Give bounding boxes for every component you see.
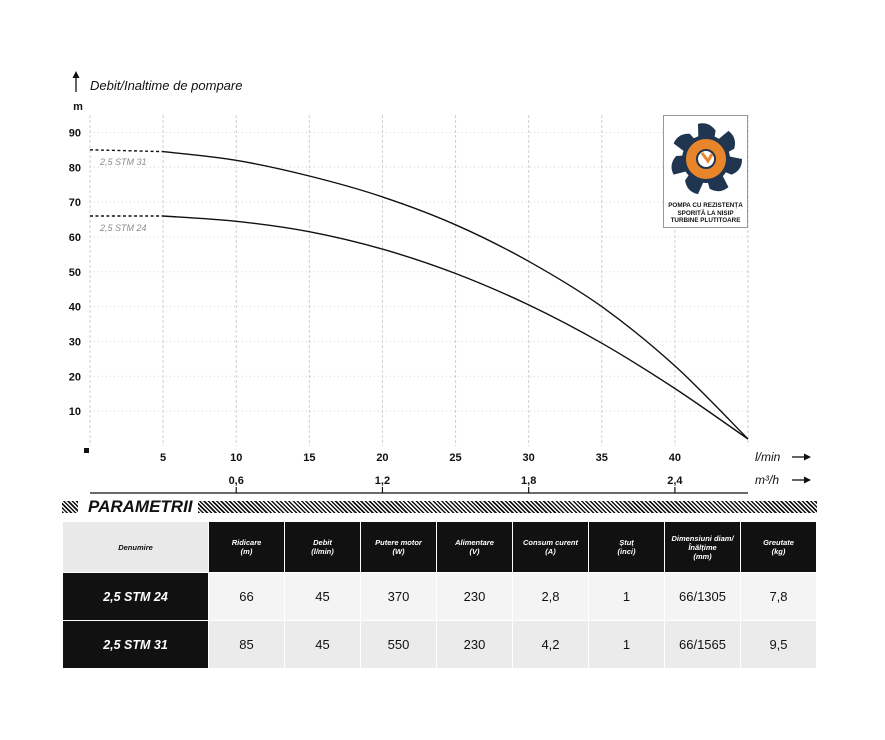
x-secondary-axis-arrow-icon xyxy=(792,476,811,484)
header-name: Denumire xyxy=(62,521,209,573)
x-tick-label: 10 xyxy=(230,452,242,464)
header-outlet: Ștuț (inci) xyxy=(588,521,665,573)
cell-dimensions: 66/1565 xyxy=(664,620,741,669)
y-tick-label: 70 xyxy=(69,197,81,209)
cell-current: 2,8 xyxy=(512,572,589,621)
badge-line-2: SPORITĂ LA NISIP xyxy=(677,209,734,217)
header-current: Consum curent (A) xyxy=(512,521,589,573)
cell-weight: 9,5 xyxy=(740,620,817,669)
y-tick-label: 20 xyxy=(69,371,81,383)
x-tick-labels: 5 10 15 20 25 30 35 40 xyxy=(160,452,681,464)
sand-resistant-badge: POMPA CU REZISTENȚA SPORITĂ LA NISIP TUR… xyxy=(663,115,748,228)
y-tick-label: 40 xyxy=(69,302,81,314)
x-secondary-tick-label: 0,6 xyxy=(229,475,244,487)
header-lift: Ridicare (m) xyxy=(208,521,285,573)
cell-lift: 66 xyxy=(208,572,285,621)
x-tick-label: 20 xyxy=(376,452,388,464)
table-row: 2,5 STM 31 85 45 550 230 4,2 1 66/1565 9… xyxy=(62,620,817,669)
header-motor-power: Putere motor (W) xyxy=(360,521,437,573)
x-secondary-tick-labels: 0,6 1,2 1,8 2,4 xyxy=(229,475,683,493)
params-section-header: PARAMETRII xyxy=(62,497,817,517)
x-secondary-tick-label: 1,8 xyxy=(521,475,536,487)
hatch-left xyxy=(62,501,78,513)
header-weight: Greutate (kg) xyxy=(740,521,817,573)
series-label: 2,5 STM 24 xyxy=(99,223,147,233)
row-name: 2,5 STM 24 xyxy=(62,572,209,621)
x-tick-label: 30 xyxy=(523,452,535,464)
x-secondary-tick-label: 1,2 xyxy=(375,475,390,487)
x-axis-unit: l/min xyxy=(755,450,781,464)
cell-lift: 85 xyxy=(208,620,285,669)
x-secondary-tick-label: 2,4 xyxy=(667,475,683,487)
cell-voltage: 230 xyxy=(436,572,513,621)
series-curve xyxy=(163,150,749,440)
series-curve xyxy=(163,215,749,440)
cell-motor-power: 550 xyxy=(360,620,437,669)
x-tick-label: 15 xyxy=(303,452,315,464)
grid xyxy=(89,115,749,446)
params-title: PARAMETRII xyxy=(86,497,195,517)
table-header-row: Denumire Ridicare (m) Debit (l/min) Putere… xyxy=(62,521,817,573)
x-tick-label: 40 xyxy=(669,452,681,464)
x-tick-label: 5 xyxy=(160,452,166,464)
y-axis-unit: m xyxy=(73,101,83,113)
header-dimensions: Dimensiuni diam/Înălțime (mm) xyxy=(664,521,741,573)
cell-outlet: 1 xyxy=(588,620,665,669)
header-voltage: Alimentare (V) xyxy=(436,521,513,573)
y-tick-label: 10 xyxy=(69,406,81,418)
cell-weight: 7,8 xyxy=(740,572,817,621)
badge-line-1: POMPA CU REZISTENȚA xyxy=(668,202,743,209)
y-tick-label: 50 xyxy=(69,267,81,279)
cell-dimensions: 66/1305 xyxy=(664,572,741,621)
impeller-icon xyxy=(671,123,743,195)
cell-motor-power: 370 xyxy=(360,572,437,621)
cell-current: 4,2 xyxy=(512,620,589,669)
x-tick-label: 25 xyxy=(449,452,461,464)
cell-flow: 45 xyxy=(284,620,361,669)
origin-marker xyxy=(84,448,89,453)
cell-outlet: 1 xyxy=(588,572,665,621)
cell-voltage: 230 xyxy=(436,620,513,669)
series-label: 2,5 STM 31 xyxy=(99,157,147,167)
y-tick-label: 80 xyxy=(69,162,81,174)
parameters-table: Denumire Ridicare (m) Debit (l/min) Putere… xyxy=(62,521,817,669)
x-secondary-axis-unit: m³/h xyxy=(755,473,779,487)
header-flow: Debit (l/min) xyxy=(284,521,361,573)
table-row: 2,5 STM 24 66 45 370 230 2,8 1 66/1305 7… xyxy=(62,572,817,621)
y-tick-labels: 10 20 30 40 50 60 70 80 90 xyxy=(69,127,81,418)
y-tick-label: 30 xyxy=(69,336,81,348)
pump-performance-chart: Debit/Inaltime de pompare m 10 20 30 40 50 60… xyxy=(69,71,811,494)
y-tick-label: 60 xyxy=(69,232,81,244)
x-tick-label: 35 xyxy=(596,452,608,464)
series-curves: 2,5 STM 31 2,5 STM 24 xyxy=(89,149,749,440)
y-axis-arrow-head-icon xyxy=(72,71,80,78)
series-curve-dashed xyxy=(89,149,164,153)
row-name: 2,5 STM 31 xyxy=(62,620,209,669)
y-tick-label: 90 xyxy=(69,127,81,139)
chart-title: Debit/Inaltime de pompare xyxy=(90,78,242,93)
badge-line-3: TURBINE PLUTITOARE xyxy=(670,217,741,225)
x-axis-arrow-icon xyxy=(792,453,811,461)
cell-flow: 45 xyxy=(284,572,361,621)
hatch-right xyxy=(198,501,817,513)
